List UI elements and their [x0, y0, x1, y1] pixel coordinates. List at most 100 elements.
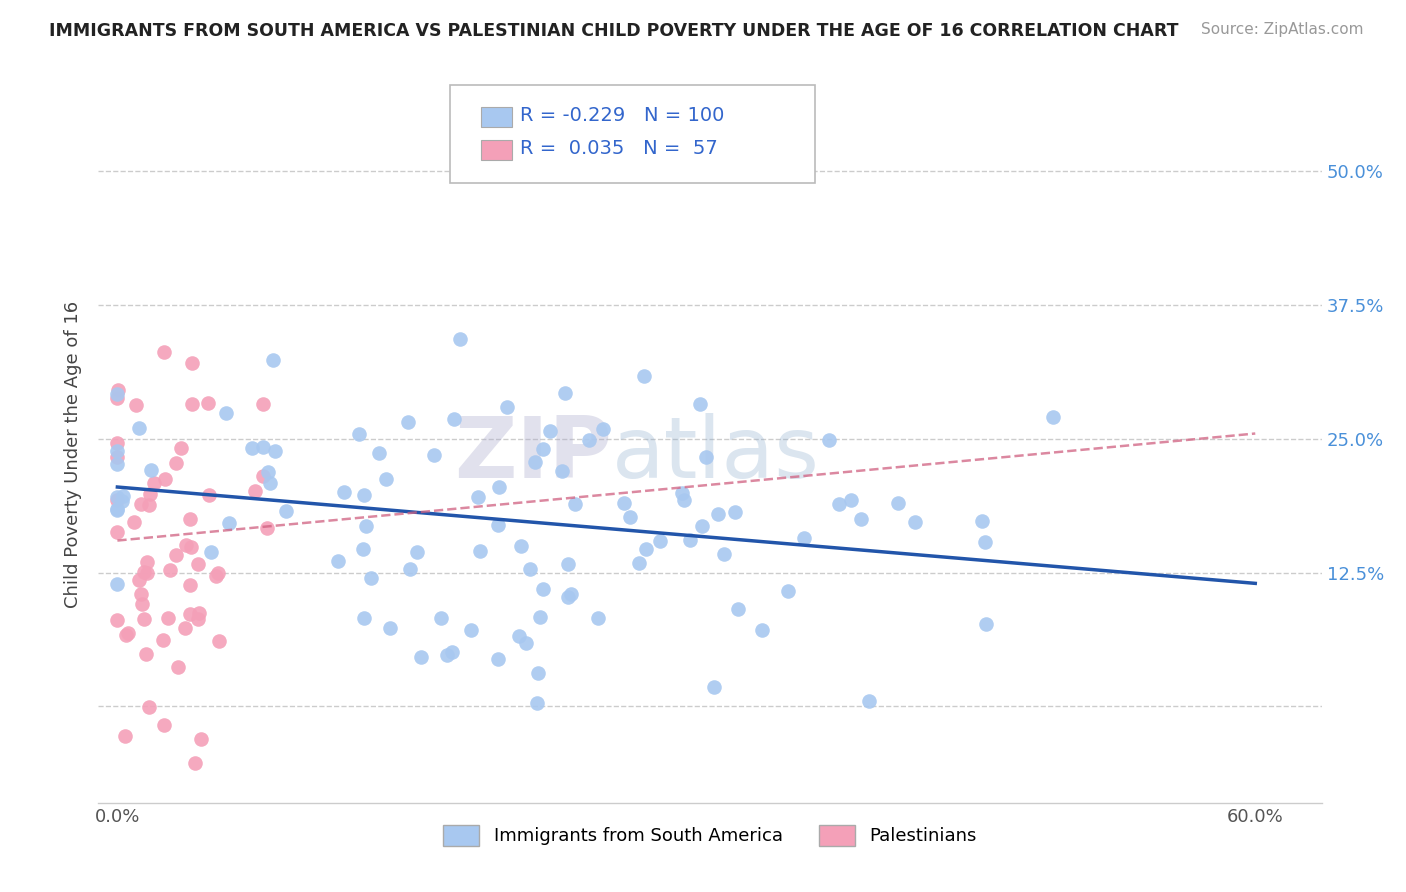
Point — [114, 729, 136, 743]
Point — [159, 563, 181, 577]
Point — [564, 497, 586, 511]
Point — [724, 506, 747, 520]
Point — [827, 497, 849, 511]
Point — [818, 433, 841, 447]
Point — [689, 397, 711, 411]
Point — [107, 383, 129, 397]
Point — [353, 488, 375, 502]
Point — [124, 515, 146, 529]
Point — [540, 424, 562, 438]
Point — [259, 476, 281, 491]
Point — [524, 455, 547, 469]
Point — [125, 398, 148, 412]
Text: IMMIGRANTS FROM SOUTH AMERICA VS PALESTINIAN CHILD POVERTY UNDER THE AGE OF 16 C: IMMIGRANTS FROM SOUTH AMERICA VS PALESTI… — [49, 22, 1178, 40]
Point — [245, 484, 267, 499]
Point — [187, 558, 209, 572]
Point — [470, 544, 492, 558]
Point — [174, 538, 197, 552]
Point — [207, 566, 229, 581]
Point — [619, 510, 641, 524]
Point — [240, 442, 263, 456]
Point — [529, 609, 551, 624]
Point — [690, 519, 713, 533]
Point — [165, 456, 187, 470]
Point — [554, 386, 576, 401]
Point — [467, 491, 489, 505]
Point — [128, 421, 150, 435]
Point — [1042, 409, 1064, 424]
Point — [180, 356, 202, 370]
Point — [496, 401, 519, 415]
Point — [436, 648, 458, 662]
Point — [180, 540, 202, 554]
Point — [105, 503, 128, 517]
Point — [360, 571, 382, 585]
Point — [671, 486, 693, 500]
Point — [551, 464, 574, 478]
Point — [139, 462, 162, 476]
Point — [974, 616, 997, 631]
Point — [165, 549, 187, 563]
Point — [970, 514, 993, 528]
Point — [326, 554, 349, 568]
Point — [129, 497, 152, 511]
Point — [526, 696, 548, 710]
Point — [166, 660, 188, 674]
Point — [181, 397, 204, 411]
Point — [531, 582, 554, 596]
Point — [105, 491, 128, 505]
Point — [105, 614, 128, 628]
Point — [695, 450, 717, 465]
Point — [560, 586, 582, 600]
Point — [973, 535, 995, 549]
Point — [586, 611, 609, 625]
Point — [486, 518, 509, 533]
Point — [650, 534, 672, 549]
Text: R = -0.229   N = 100: R = -0.229 N = 100 — [520, 106, 724, 126]
Point — [190, 731, 212, 746]
Point — [179, 607, 201, 621]
Point — [634, 541, 657, 556]
Point — [707, 507, 730, 521]
Point — [703, 680, 725, 694]
Point — [132, 612, 155, 626]
Point — [557, 590, 579, 604]
Point — [105, 501, 128, 516]
Point — [105, 436, 128, 450]
Point — [399, 562, 422, 576]
Point — [527, 666, 550, 681]
Point — [592, 422, 614, 436]
Point — [380, 621, 402, 635]
Point — [170, 441, 193, 455]
Point — [198, 488, 221, 502]
Point — [713, 547, 735, 561]
Point — [406, 545, 429, 559]
Point — [449, 332, 471, 346]
Point — [153, 472, 176, 486]
Point — [157, 611, 180, 625]
Point — [174, 621, 197, 635]
Point — [515, 636, 537, 650]
Point — [105, 457, 128, 471]
Point — [751, 624, 773, 638]
Text: atlas: atlas — [612, 413, 820, 497]
Point — [486, 652, 509, 666]
Point — [557, 557, 579, 571]
Point — [187, 612, 209, 626]
Point — [578, 433, 600, 447]
Point — [727, 602, 749, 616]
Point — [179, 578, 201, 592]
Point — [135, 555, 157, 569]
Point — [347, 427, 370, 442]
Point — [627, 556, 650, 570]
Y-axis label: Child Poverty Under the Age of 16: Child Poverty Under the Age of 16 — [65, 301, 83, 608]
Point — [672, 493, 695, 508]
Text: ZIP: ZIP — [454, 413, 612, 497]
Point — [519, 562, 541, 576]
Point — [613, 495, 636, 509]
Point — [262, 353, 284, 368]
Point — [396, 415, 419, 429]
Point — [143, 476, 166, 491]
Point — [375, 472, 398, 486]
Point — [264, 444, 287, 458]
